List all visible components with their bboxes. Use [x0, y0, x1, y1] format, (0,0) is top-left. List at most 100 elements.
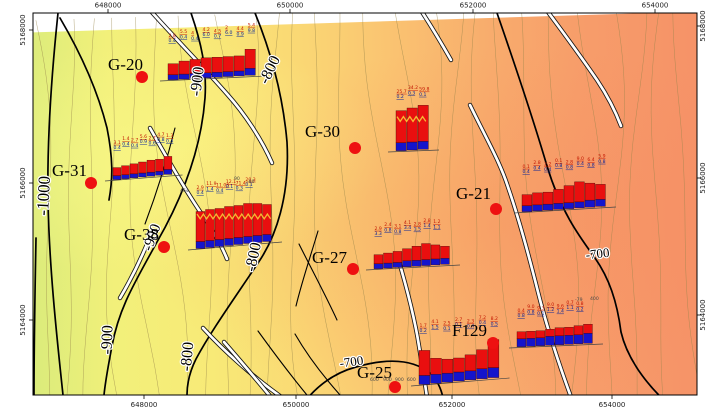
chart-bar-red	[189, 59, 201, 74]
chart-value-bottom: 1.5	[414, 227, 421, 233]
well-g-25[interactable]: G-25	[357, 363, 401, 393]
chart-value-top: 1.7	[420, 323, 427, 329]
contour-line-major	[33, 237, 37, 395]
well-marker-dot[interactable]	[490, 203, 502, 215]
well-g-20[interactable]: G-20	[108, 55, 148, 83]
chart-bar-red	[418, 350, 431, 376]
well-marker-dot[interactable]	[136, 71, 148, 83]
chart-bar-blue	[595, 199, 606, 207]
chart-bar-blue	[584, 199, 596, 208]
chart-value-bottom: 1.4	[557, 309, 564, 315]
well-f129[interactable]: F129	[452, 321, 499, 349]
chart-value-top: 2.8	[533, 160, 540, 166]
contour-line-major	[309, 360, 444, 395]
well-marker-dot[interactable]	[349, 142, 361, 154]
minor-contour-line	[362, 13, 396, 395]
chart-value-bottom: 1.1	[566, 305, 573, 311]
chart-bar-red	[545, 329, 555, 337]
chart-baseline	[104, 174, 183, 182]
well-marker-dot[interactable]	[389, 381, 401, 393]
contour-line-major	[47, 13, 64, 395]
chart-bar-blue	[563, 202, 575, 209]
minor-contour-line	[338, 13, 373, 395]
chart-value-bottom: 0.5	[491, 321, 498, 327]
chart-bar-blue	[395, 142, 407, 151]
chart-value-top: 11.03	[216, 183, 229, 189]
chart-value-top: 3.1	[114, 140, 121, 146]
chart-value-bottom: 0.4	[191, 36, 198, 42]
chart-bar-red	[155, 159, 164, 172]
chart-value-bottom: 0.8	[384, 227, 391, 233]
chart-bar-blue	[453, 371, 465, 382]
chart-value-top: 0.1	[523, 164, 530, 170]
chart-bar-blue	[383, 262, 393, 269]
chart-bar-red	[138, 161, 147, 174]
chart-value-top: 4.1	[431, 319, 438, 325]
well-g-21[interactable]: G-21	[456, 184, 502, 215]
fault-line-core	[118, 230, 154, 300]
chart-bar-red	[440, 246, 450, 259]
chart-value-bottom: 0.2	[576, 306, 583, 312]
well-g-38[interactable]: G-38	[124, 225, 170, 253]
chart-bar-blue	[430, 374, 442, 384]
well-chart-g-31: 3.10.41.40.42.70.45.60.92.70.64.70.81.30…	[104, 132, 183, 182]
chart-value-top: 4	[191, 31, 194, 37]
axis-label-left: 5166000	[19, 167, 27, 198]
chart-bar-red	[564, 327, 574, 336]
well-name-label: G-38	[124, 225, 159, 244]
chart-bar-red	[583, 324, 593, 334]
well-marker-dot[interactable]	[85, 177, 97, 189]
chart-value-bottom: 0.1	[226, 184, 233, 190]
chart-bar-blue	[178, 73, 190, 80]
chart-bar-red	[195, 211, 206, 242]
chart-bar-blue	[542, 203, 554, 211]
chart-baseline	[159, 75, 267, 82]
chart-bar-blue	[411, 260, 422, 267]
chart-value-top: 2.4	[384, 222, 391, 228]
chart-baseline	[513, 206, 617, 214]
chart-bar-blue	[417, 141, 429, 150]
chart-value-top: 25.7	[397, 89, 407, 95]
major-contour-lines	[33, 13, 660, 395]
chart-value-bottom: 0.1	[443, 326, 450, 332]
fault-line	[295, 230, 319, 307]
well-g-31[interactable]: G-31	[52, 161, 97, 189]
chart-bar-red	[516, 331, 527, 339]
chart-bar-blue	[440, 258, 450, 265]
chart-value-bottom: 0.1	[245, 182, 252, 188]
chart-bar-blue	[526, 338, 536, 347]
well-marker-dot[interactable]	[347, 263, 359, 275]
chart-bar-blue	[421, 259, 431, 266]
axis-label-top: 648000	[95, 2, 122, 10]
well-g-30[interactable]: G-30	[305, 122, 361, 154]
chart-value-top: 4.1	[404, 220, 411, 226]
chart-value-top: 1.2	[433, 219, 440, 225]
chart-bar-blue	[121, 174, 130, 179]
chart-bar-blue	[233, 70, 245, 77]
well-marker-dot[interactable]	[487, 337, 499, 349]
chart-baseline	[387, 149, 440, 153]
small-annotation: 600	[370, 377, 379, 383]
chart-bar-red	[233, 205, 244, 238]
chart-value-top: 9.3	[537, 306, 544, 312]
fault-line	[298, 243, 338, 321]
chart-value-top: 8.2	[491, 316, 498, 322]
chart-bar-red	[146, 159, 156, 173]
chart-value-bottom: 6.0	[202, 32, 209, 38]
chart-value-top: 0.4	[518, 308, 525, 314]
small-annotation: 464	[180, 188, 189, 194]
chart-bar-blue	[464, 370, 477, 381]
contour-line-major	[496, 13, 660, 395]
well-marker-dot[interactable]	[158, 241, 170, 253]
contour-value-label: -800	[178, 341, 197, 372]
chart-bar-red	[573, 325, 584, 335]
contour-value-label: -900	[98, 325, 116, 355]
contour-value-label: -700	[339, 352, 365, 370]
chart-bar-blue	[521, 205, 533, 212]
chart-bar-red	[453, 357, 465, 373]
chart-value-top: 2.2	[544, 162, 551, 168]
well-g-27[interactable]: G-27	[312, 248, 359, 275]
chart-value-top: 2.7	[131, 138, 138, 144]
chart-bar-blue	[211, 72, 223, 78]
